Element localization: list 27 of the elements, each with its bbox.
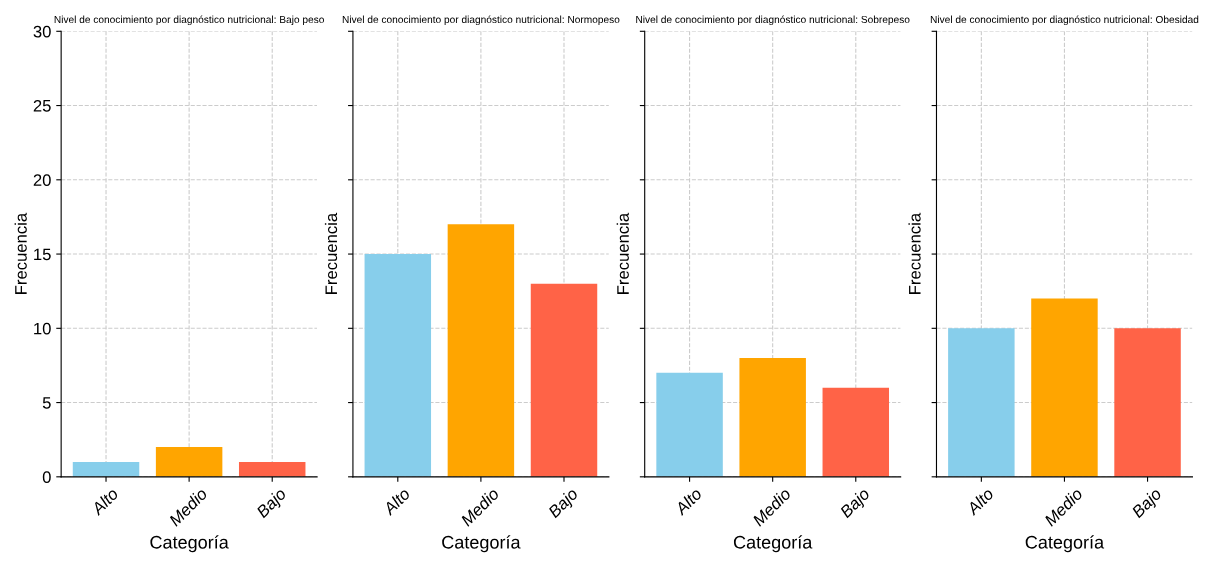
y-tick-label: 10 bbox=[34, 322, 51, 335]
x-axis-title: Categoría bbox=[150, 535, 229, 553]
y-tick-label: 25 bbox=[33, 99, 51, 112]
y-tick-label: 30 bbox=[33, 25, 51, 38]
chart-title: Nivel de conocimiento por diagnóstico nutricional: Normopeso bbox=[342, 15, 620, 26]
x-tick-label: Bajo bbox=[1130, 486, 1165, 521]
x-tick-label: Alto bbox=[965, 486, 995, 517]
x-tick-label: Bajo bbox=[838, 486, 873, 521]
y-tick-label: 5 bbox=[42, 397, 51, 409]
x-tick-label: Alto bbox=[381, 486, 411, 517]
x-tick-label: Bajo bbox=[255, 486, 290, 521]
chart-title: Nivel de conocimiento por diagnóstico nutricional: Sobrepeso bbox=[636, 15, 910, 26]
y-axis-title: Frecuencia bbox=[324, 212, 338, 294]
x-tick-label: Alto bbox=[89, 486, 119, 517]
y-axis-title: Frecuencia bbox=[616, 212, 629, 294]
y-tick-label: 15 bbox=[34, 248, 51, 261]
x-tick-label: Alto bbox=[673, 486, 703, 517]
y-tick-label: 0 bbox=[42, 471, 51, 484]
y-axis-title: Frecuencia bbox=[908, 212, 921, 294]
x-axis-title: Categoría bbox=[733, 535, 813, 553]
y-axis-title: Frecuencia bbox=[14, 212, 27, 294]
x-axis-title: Categoría bbox=[442, 535, 521, 553]
x-axis-title: Categoría bbox=[1025, 535, 1105, 553]
y-tick-label: 20 bbox=[33, 174, 51, 187]
chart-title: Nivel de conocimiento por diagnóstico nutricional: Obesidad bbox=[930, 15, 1199, 26]
x-tick-label: Bajo bbox=[547, 486, 581, 521]
chart-title: Nivel de conocimiento por diagnóstico nutricional: Bajo peso bbox=[54, 15, 324, 26]
